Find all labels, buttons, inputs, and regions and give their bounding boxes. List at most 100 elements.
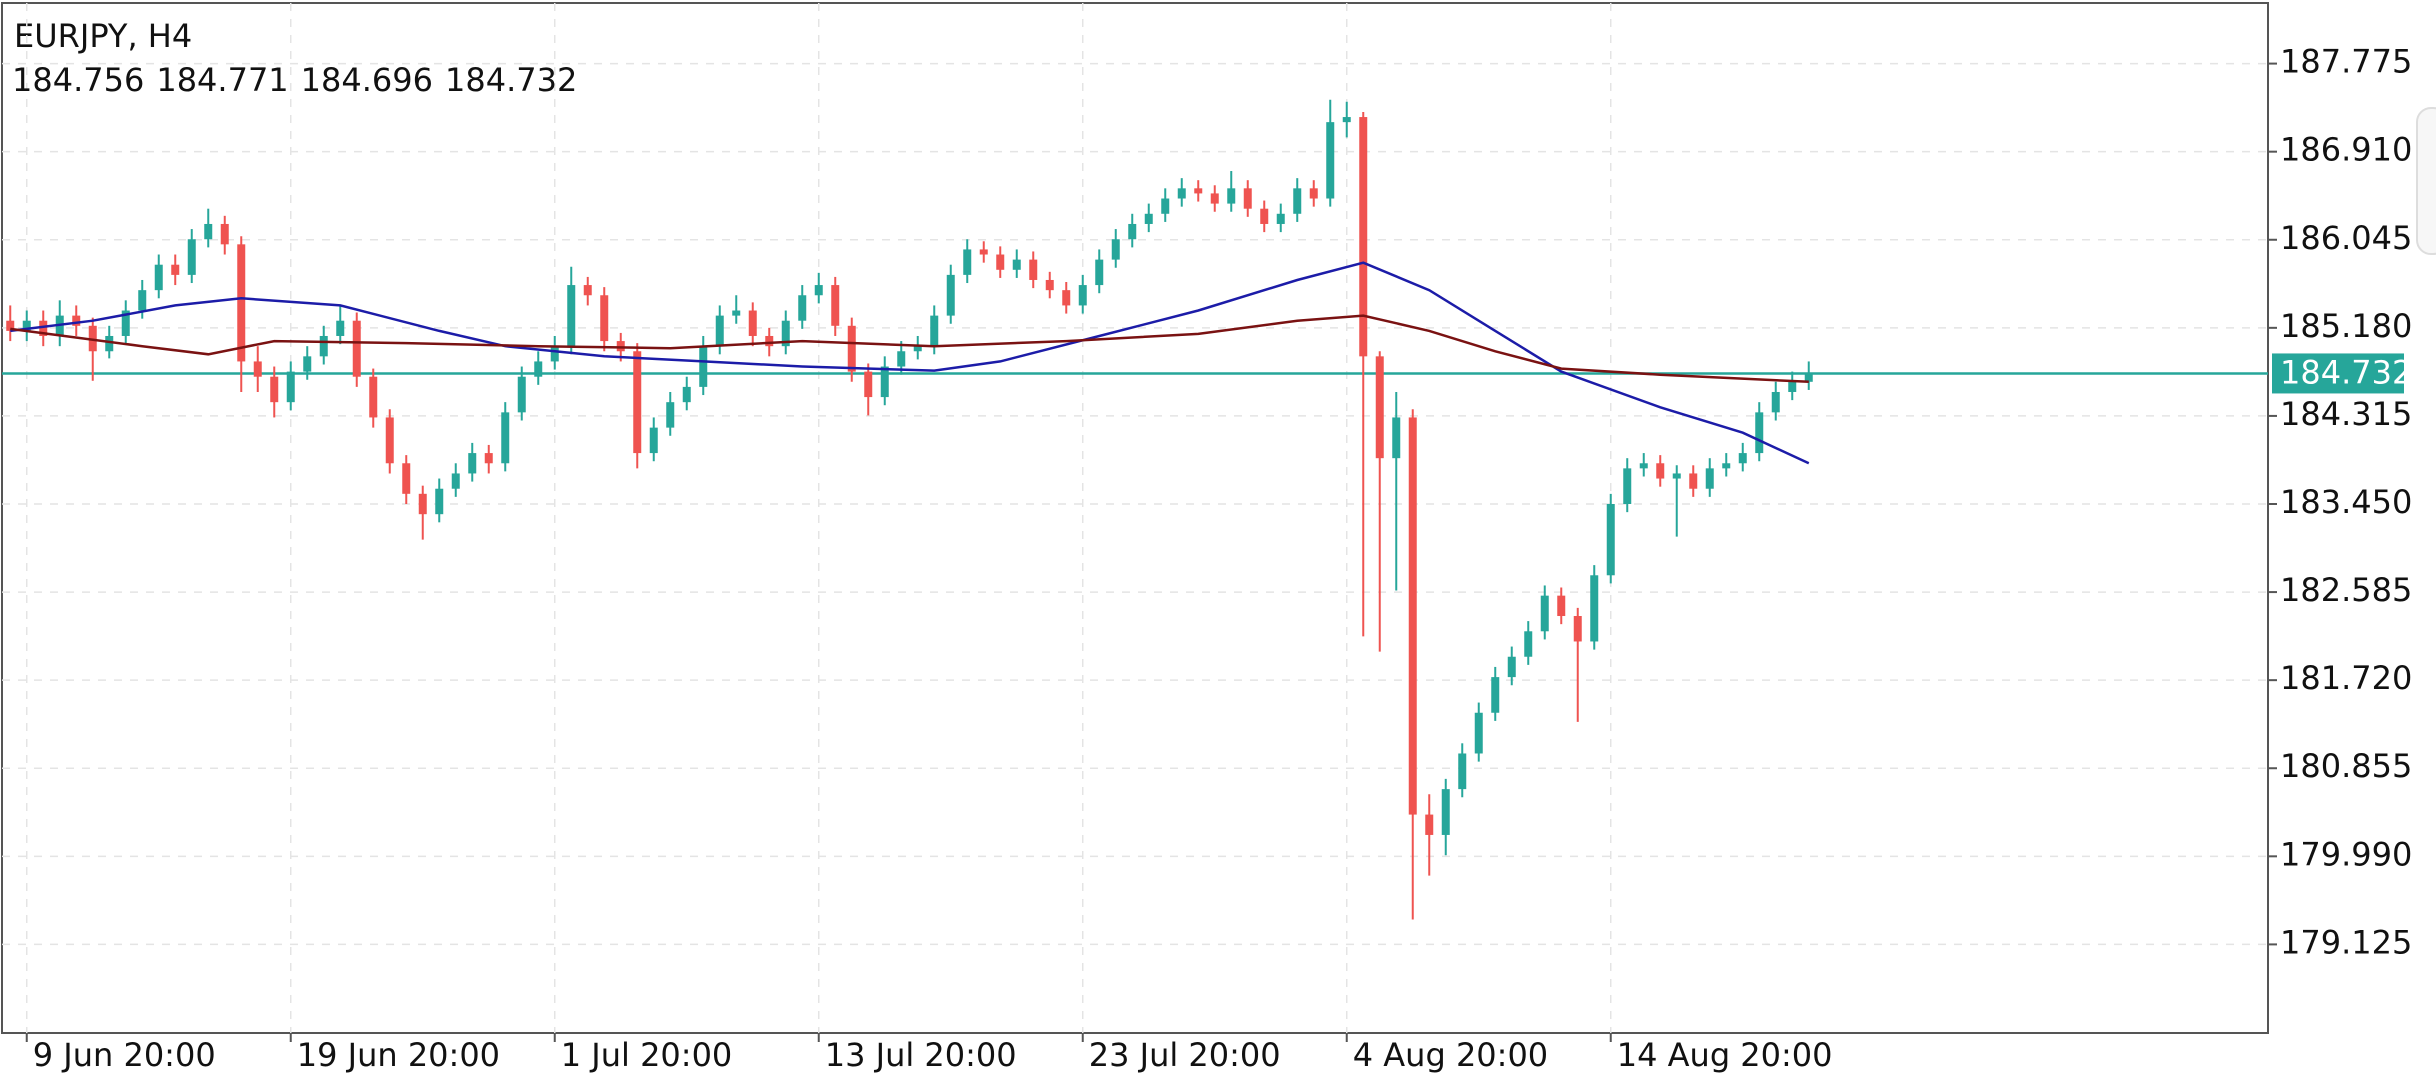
y-tick-label: 186.910 xyxy=(2280,131,2412,169)
candle-body xyxy=(484,453,493,464)
candle-body xyxy=(385,417,394,464)
candle-body xyxy=(666,402,675,428)
candle-body xyxy=(1722,463,1731,469)
candle-body xyxy=(1144,213,1153,224)
candle-body xyxy=(1524,631,1533,657)
candle-body xyxy=(1293,188,1302,214)
candle-body xyxy=(765,335,774,347)
candle-body xyxy=(1359,117,1368,357)
candle-body xyxy=(517,376,526,413)
candle-body xyxy=(1276,213,1285,224)
header-value: 184.771 xyxy=(156,61,288,99)
candle-body xyxy=(798,295,807,321)
candle-body xyxy=(1309,188,1318,199)
y-tick-label: 184.315 xyxy=(2280,395,2412,433)
candle-body xyxy=(715,315,724,347)
candle-body xyxy=(1425,814,1434,835)
y-tick-label: 181.720 xyxy=(2280,659,2412,697)
y-tick-label: 179.990 xyxy=(2280,835,2412,873)
candle-body xyxy=(1045,279,1054,291)
candle-body xyxy=(22,320,31,331)
candle-body xyxy=(946,274,955,316)
candle-body xyxy=(435,488,444,515)
candle-body xyxy=(633,351,642,454)
candle-body xyxy=(1507,656,1516,678)
x-tick-label: 14 Aug 20:00 xyxy=(1617,1036,1833,1074)
candle-body xyxy=(567,285,576,347)
candle-body xyxy=(534,361,543,377)
candles xyxy=(6,99,1813,920)
candle-body xyxy=(138,290,147,311)
candle-body xyxy=(1474,712,1483,754)
candle-body xyxy=(1408,417,1417,815)
candle-body xyxy=(1804,373,1813,382)
candle-body xyxy=(319,335,328,357)
candle-body xyxy=(1260,208,1269,224)
candle-body xyxy=(121,310,130,336)
candle-body xyxy=(583,285,592,296)
side-tab[interactable] xyxy=(2416,107,2436,255)
x-tick-label: 19 Jun 20:00 xyxy=(297,1036,500,1074)
candle-body xyxy=(336,320,345,336)
candle-body xyxy=(171,264,180,275)
candle-body xyxy=(649,427,658,454)
header-value: 184.696 xyxy=(301,61,433,99)
candle-body xyxy=(1623,468,1632,504)
candle-body xyxy=(1326,122,1335,199)
candle-body xyxy=(1227,188,1236,204)
candle-body xyxy=(699,346,708,387)
candle-body xyxy=(402,463,411,494)
candle-body xyxy=(1557,595,1566,617)
candle-body xyxy=(468,453,477,474)
candle-body xyxy=(1755,412,1764,454)
candle-body xyxy=(831,285,840,326)
candle-body xyxy=(1738,453,1747,464)
candle-body xyxy=(220,223,229,245)
moving-average xyxy=(10,261,1810,465)
candle-body xyxy=(616,341,625,352)
candle-body xyxy=(1491,677,1500,713)
candle-body xyxy=(369,376,378,418)
candle-body xyxy=(1111,239,1120,260)
candle-body xyxy=(897,351,906,367)
candle-body xyxy=(1441,789,1450,835)
candle-body xyxy=(1672,473,1681,479)
candle-body xyxy=(154,264,163,291)
moving-average xyxy=(10,314,1809,384)
candle-body xyxy=(1590,575,1599,642)
candle-body xyxy=(237,244,246,362)
candle-body xyxy=(253,361,262,377)
candle-body xyxy=(1210,193,1219,204)
candle-body xyxy=(1606,503,1615,576)
candle-body xyxy=(1788,381,1797,392)
candle-body xyxy=(270,376,279,403)
header-value: 184.756 xyxy=(12,61,144,99)
y-tick-label: 185.180 xyxy=(2280,307,2412,345)
candle-body xyxy=(963,249,972,275)
candle-body xyxy=(979,249,988,255)
y-tick-label: 186.045 xyxy=(2280,219,2412,257)
candle-body xyxy=(1705,468,1714,489)
candle-body xyxy=(352,320,361,377)
candle-body xyxy=(1161,198,1170,214)
candle-body xyxy=(1342,117,1351,123)
price-label-box xyxy=(2272,353,2404,394)
candle-body xyxy=(501,412,510,464)
candle-body xyxy=(550,346,559,362)
y-tick-label: 179.125 xyxy=(2280,923,2412,961)
candle-body xyxy=(880,366,889,398)
candle-body xyxy=(1029,259,1038,280)
candle-body xyxy=(1012,259,1021,270)
candle-body xyxy=(814,285,823,296)
candle-body xyxy=(732,310,741,316)
y-tick-label: 182.585 xyxy=(2280,571,2412,609)
candle-body xyxy=(6,320,15,331)
candle-body xyxy=(1194,188,1203,194)
candle-body xyxy=(930,315,939,347)
candle-body xyxy=(864,371,873,398)
candle-body xyxy=(1062,290,1071,306)
candle-body xyxy=(39,320,48,336)
candle-body xyxy=(1078,285,1087,306)
candle-body xyxy=(105,335,114,352)
